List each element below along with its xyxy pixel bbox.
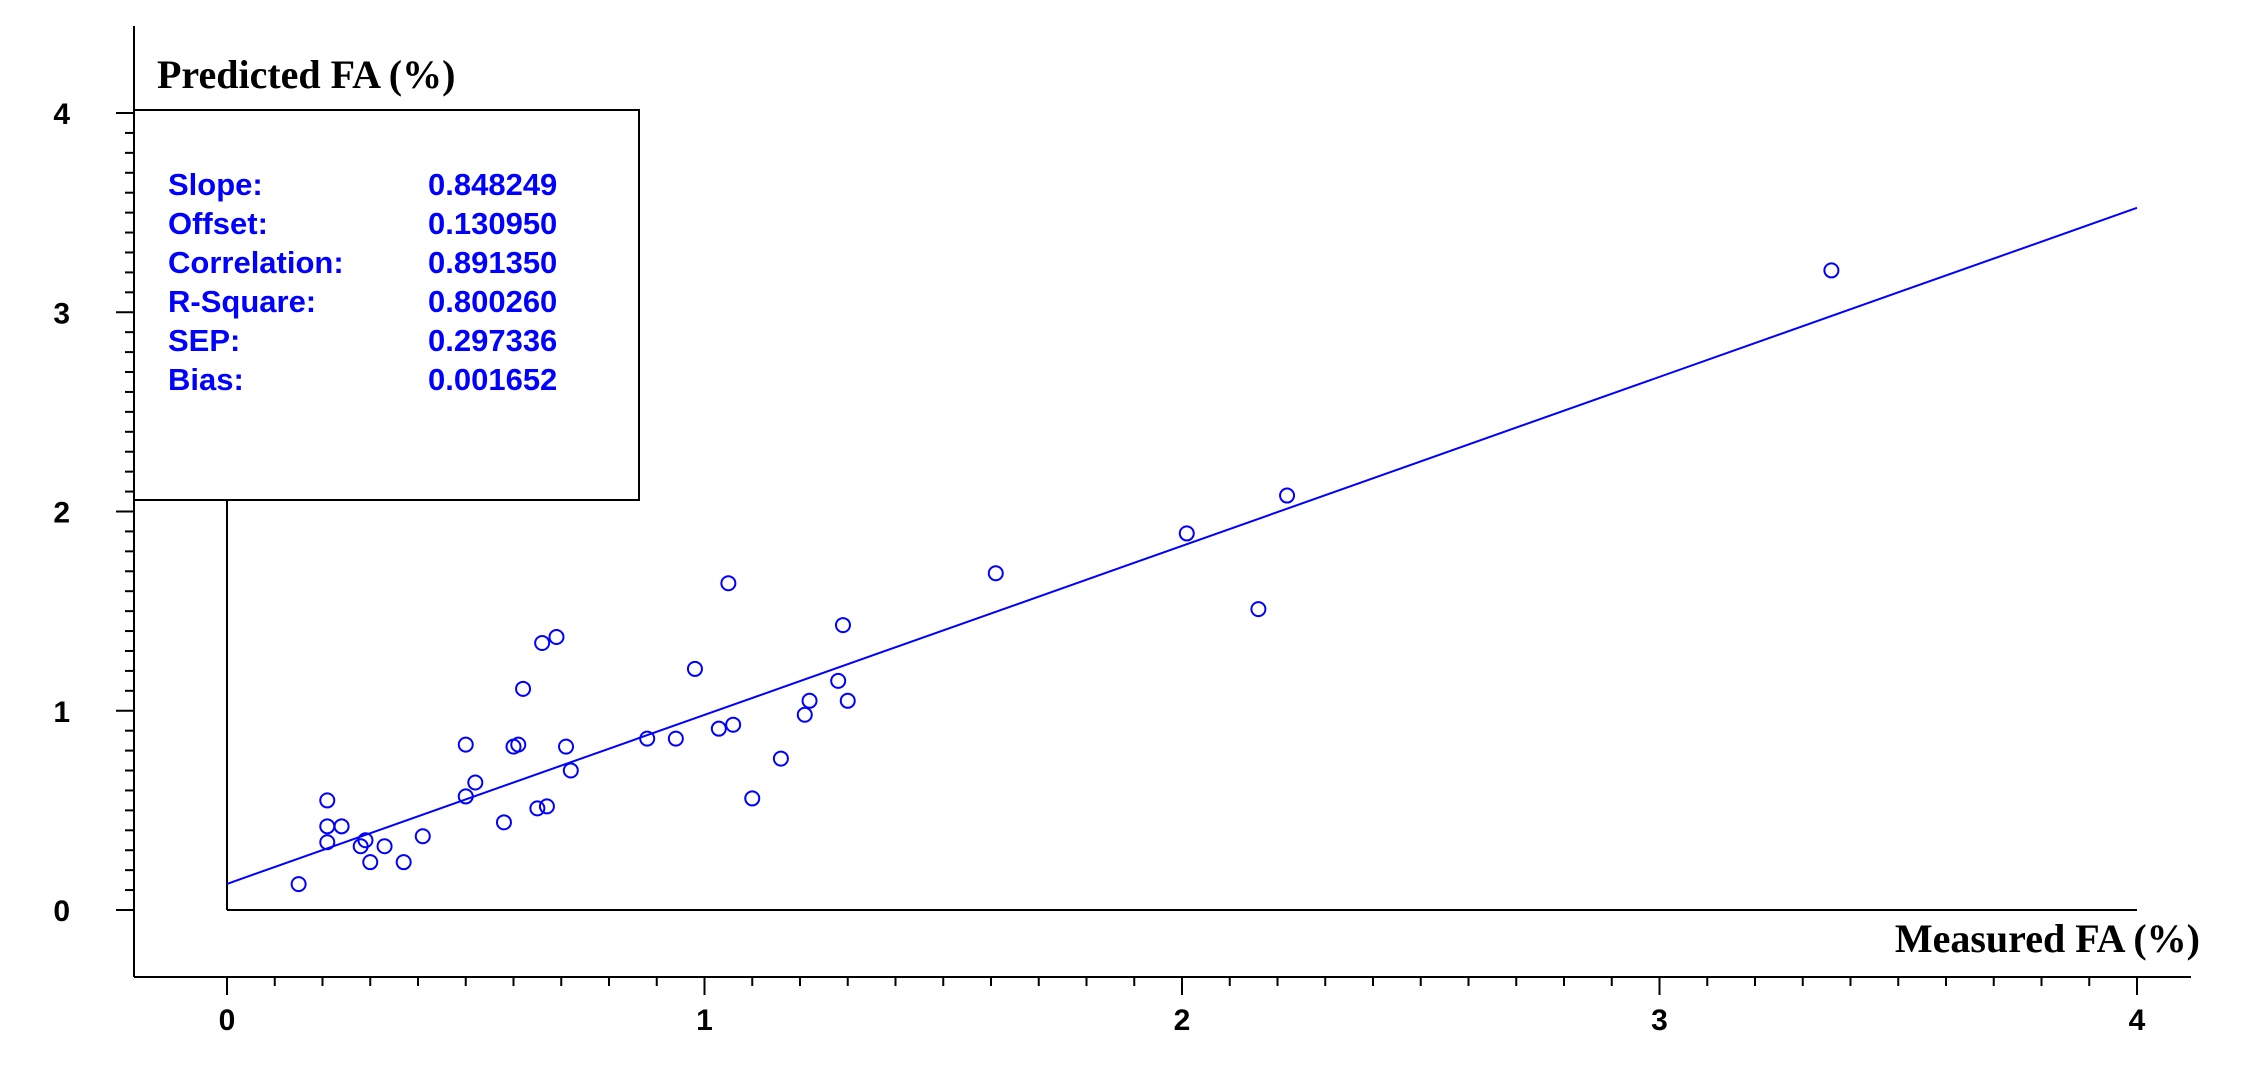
y-tick-label: 4 bbox=[53, 98, 70, 131]
data-point bbox=[667, 730, 684, 747]
y-tick-label: 1 bbox=[53, 696, 70, 729]
data-point bbox=[686, 660, 703, 677]
data-point bbox=[395, 854, 412, 871]
data-point bbox=[510, 736, 527, 753]
x-tick-label: 1 bbox=[696, 1004, 713, 1037]
x-tick-label: 0 bbox=[219, 1004, 236, 1037]
data-point bbox=[772, 750, 789, 767]
data-point bbox=[639, 730, 656, 747]
stats-box bbox=[133, 109, 640, 501]
x-tick-label: 3 bbox=[1651, 1004, 1668, 1037]
data-point bbox=[796, 706, 813, 723]
stat-label: Correlation: bbox=[168, 245, 344, 280]
data-point bbox=[830, 672, 847, 689]
data-point bbox=[558, 738, 575, 755]
data-point bbox=[457, 788, 474, 805]
regression-line bbox=[226, 206, 2138, 885]
stat-value: 0.891350 bbox=[428, 245, 557, 280]
data-point bbox=[1823, 262, 1840, 279]
y-tick-label: 0 bbox=[53, 895, 70, 928]
data-point bbox=[515, 680, 532, 697]
data-point bbox=[319, 818, 336, 835]
data-point bbox=[1178, 525, 1195, 542]
data-point bbox=[376, 838, 393, 855]
data-point bbox=[534, 635, 551, 652]
data-point bbox=[562, 762, 579, 779]
data-point bbox=[290, 876, 307, 893]
data-point bbox=[1279, 487, 1296, 504]
data-point bbox=[529, 800, 546, 817]
data-point bbox=[801, 692, 818, 709]
data-point bbox=[538, 798, 555, 815]
stat-label: R-Square: bbox=[168, 284, 316, 319]
y-axis-title: Predicted FA (%) bbox=[157, 52, 455, 97]
data-point bbox=[839, 692, 856, 709]
stat-value: 0.800260 bbox=[428, 284, 557, 319]
x-axis-title: Measured FA (%) bbox=[1895, 916, 2200, 961]
data-point bbox=[720, 575, 737, 592]
x-tick-label: 2 bbox=[1174, 1004, 1191, 1037]
data-point bbox=[357, 832, 374, 849]
data-point bbox=[725, 716, 742, 733]
stat-label: Slope: bbox=[168, 167, 263, 202]
data-point bbox=[834, 617, 851, 634]
data-point bbox=[319, 834, 336, 851]
data-point bbox=[414, 828, 431, 845]
data-point bbox=[333, 818, 350, 835]
data-point bbox=[457, 736, 474, 753]
y-tick-label: 2 bbox=[53, 497, 70, 530]
y-tick-label: 3 bbox=[53, 297, 70, 330]
data-point bbox=[710, 720, 727, 737]
data-point bbox=[548, 629, 565, 646]
data-point bbox=[362, 854, 379, 871]
stat-value: 0.001652 bbox=[428, 362, 557, 397]
data-point bbox=[467, 774, 484, 791]
stat-label: Offset: bbox=[168, 206, 268, 241]
stat-label: SEP: bbox=[168, 323, 240, 358]
data-point bbox=[1250, 601, 1267, 618]
data-point bbox=[987, 565, 1004, 582]
x-tick-label: 4 bbox=[2129, 1004, 2146, 1037]
data-point bbox=[495, 814, 512, 831]
stat-value: 0.130950 bbox=[428, 206, 557, 241]
data-point bbox=[319, 792, 336, 809]
stat-value: 0.848249 bbox=[428, 167, 557, 202]
stat-value: 0.297336 bbox=[428, 323, 557, 358]
stat-label: Bias: bbox=[168, 362, 244, 397]
data-point bbox=[744, 790, 761, 807]
